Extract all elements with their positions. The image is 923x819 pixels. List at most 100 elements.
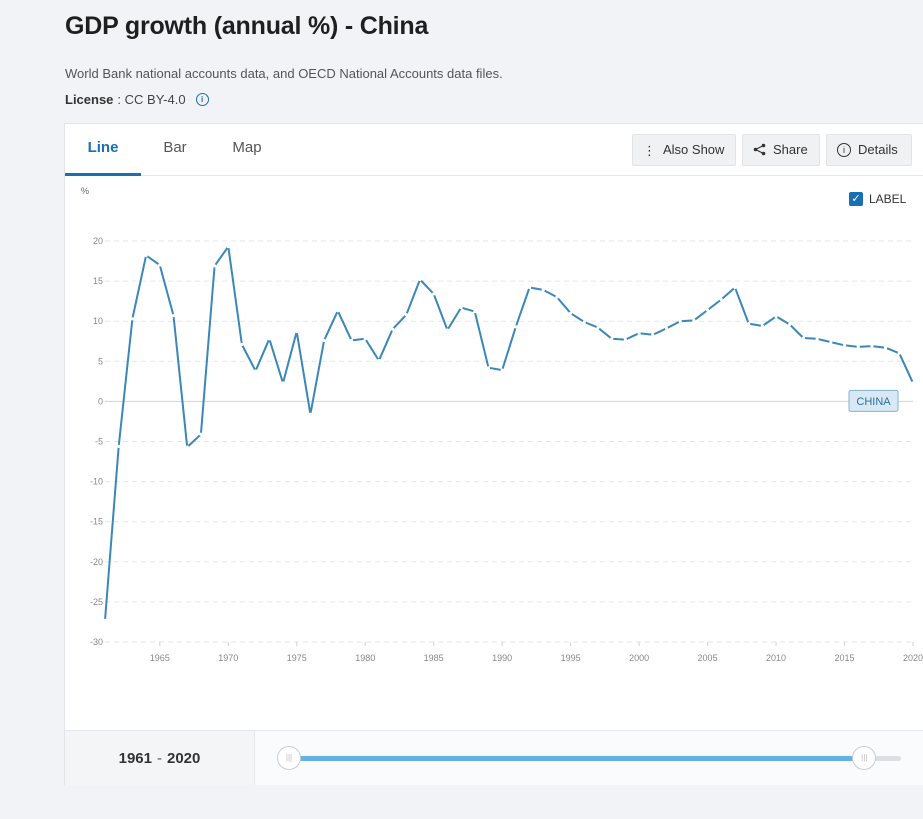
data-point	[349, 338, 354, 343]
data-point	[911, 381, 915, 385]
range-start: 1961	[118, 749, 152, 767]
tab-line[interactable]: Line	[65, 124, 141, 176]
x-tick-label: 1965	[150, 653, 170, 663]
data-point	[240, 342, 244, 347]
x-tick-label: 2000	[629, 653, 649, 663]
x-tick-label: 1990	[492, 653, 512, 663]
data-point	[363, 337, 367, 341]
data-point	[527, 285, 532, 290]
slider-handle-start[interactable]: |||	[277, 746, 301, 770]
data-point	[856, 345, 860, 349]
y-tick-label: -10	[90, 477, 103, 487]
share-label: Share	[773, 142, 808, 157]
data-point	[842, 343, 847, 347]
data-point	[144, 253, 148, 258]
data-point	[390, 327, 395, 331]
data-point	[459, 305, 463, 310]
y-tick-label: -30	[90, 637, 103, 647]
slider-track-fill	[289, 756, 865, 761]
data-point	[733, 285, 737, 290]
data-point	[185, 445, 189, 449]
share-icon	[753, 143, 766, 158]
share-button[interactable]: Share	[742, 134, 820, 166]
data-source-text: World Bank national accounts data, and O…	[65, 66, 503, 81]
series-end-label: CHINA	[848, 389, 899, 412]
data-point	[267, 337, 271, 341]
series-line-china	[104, 245, 914, 621]
data-point	[569, 311, 573, 315]
x-tick-label: 2005	[698, 653, 718, 663]
data-point	[747, 322, 751, 326]
data-point	[705, 308, 710, 312]
range-separator: -	[157, 749, 162, 767]
data-point	[788, 322, 792, 327]
y-tick-label: -20	[90, 557, 103, 567]
data-point	[815, 337, 819, 341]
data-point	[404, 313, 408, 317]
x-tick-label: 1970	[218, 653, 238, 663]
data-point	[281, 381, 285, 385]
data-point	[473, 309, 477, 314]
info-icon[interactable]: i	[195, 93, 209, 106]
tab-bar[interactable]: Bar	[163, 139, 187, 156]
license-value: : CC BY-4.0	[117, 92, 186, 107]
x-tick-label: 1985	[424, 653, 444, 663]
data-point	[308, 412, 313, 416]
range-display: 1961 - 2020	[65, 731, 255, 785]
data-point	[651, 333, 655, 337]
data-point	[610, 337, 614, 341]
time-range-slider-bar: 1961 - 2020 ||| |||	[65, 730, 923, 785]
data-point	[322, 338, 326, 343]
x-tick-label: 2020	[903, 653, 923, 663]
more-vertical-icon: ⋮	[643, 142, 656, 158]
slider-handle-end[interactable]: |||	[852, 746, 877, 770]
y-tick-labels: 20 15 10 5 0 -5 -10 -15 -20 -25 -30	[90, 236, 103, 647]
y-tick-label: 10	[93, 316, 103, 326]
series-points	[103, 245, 915, 622]
details-label: Details	[858, 142, 898, 157]
data-point	[171, 313, 176, 318]
y-tick-label: 0	[98, 396, 103, 406]
details-button[interactable]: i Details	[826, 134, 912, 166]
y-axis-unit: %	[81, 186, 90, 196]
y-tick-label: -25	[90, 597, 103, 607]
data-point	[377, 358, 381, 363]
range-end: 2020	[167, 749, 201, 767]
x-tick-label: 1995	[561, 653, 581, 663]
data-point	[117, 444, 121, 448]
page-title: GDP growth (annual %) - China	[65, 12, 429, 40]
slider-track[interactable]	[289, 756, 901, 761]
data-point	[486, 366, 491, 370]
data-point	[678, 319, 682, 323]
data-point	[719, 297, 723, 302]
y-tick-label: -5	[95, 437, 103, 447]
label-toggle[interactable]: ✓ LABEL	[849, 192, 906, 206]
license-label: License	[65, 92, 114, 107]
x-tick-labels: 1965 1970 1975 1980 1985 1990 1995 2000 2005 2010…	[150, 642, 923, 663]
data-point	[199, 432, 203, 436]
grid-layer	[105, 240, 913, 643]
data-point	[254, 369, 258, 373]
tab-map[interactable]: Map	[232, 139, 262, 156]
also-show-button[interactable]: ⋮ Also Show	[632, 134, 736, 166]
checkbox-checked-icon[interactable]: ✓	[849, 192, 863, 206]
data-point	[829, 340, 833, 344]
y-tick-label: 15	[93, 276, 103, 286]
chart-card: Line Bar Map ⋮ Also Show Share i Details…	[64, 123, 923, 785]
data-point	[760, 324, 764, 328]
data-point	[664, 326, 669, 331]
data-point	[500, 368, 504, 372]
x-tick-label: 2010	[766, 653, 786, 663]
data-point	[541, 288, 545, 292]
y-tick-label: 5	[98, 356, 103, 366]
series-label-china: CHINA	[856, 396, 891, 408]
data-point	[774, 314, 778, 318]
data-point	[884, 346, 888, 350]
data-point	[418, 277, 422, 282]
x-tick-label: 2015	[835, 653, 855, 663]
y-tick-label: -15	[90, 517, 103, 527]
data-point	[445, 328, 449, 332]
data-point	[432, 292, 436, 296]
data-point	[692, 318, 696, 322]
